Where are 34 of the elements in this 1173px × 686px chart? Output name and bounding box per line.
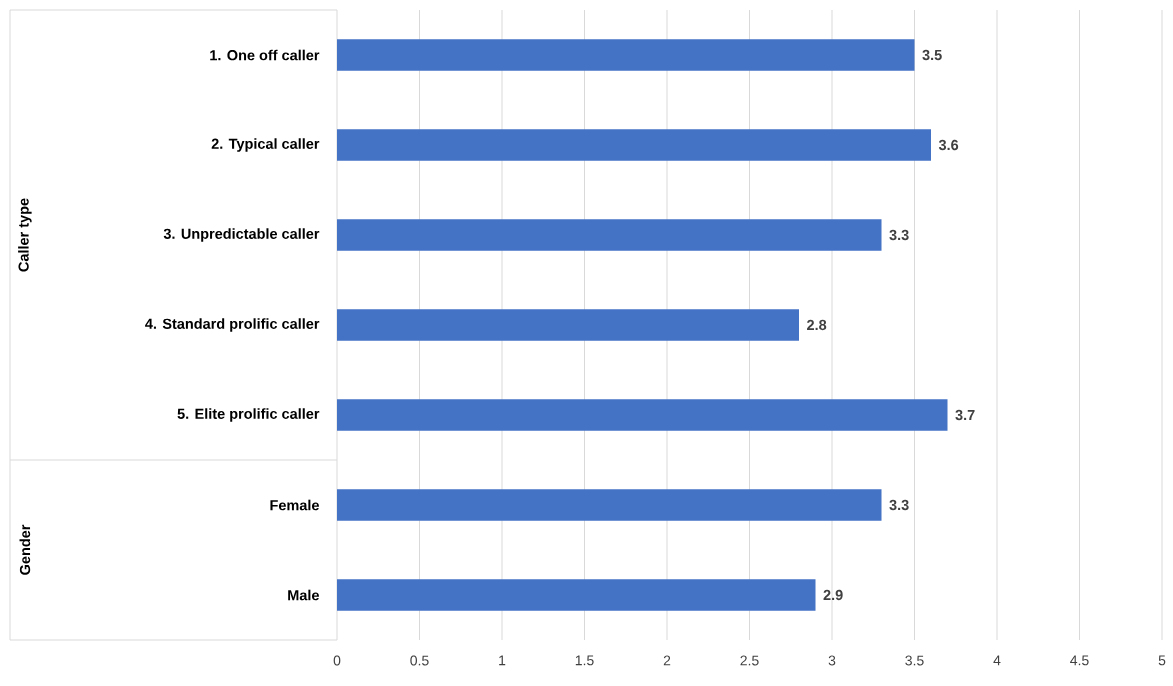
y-tick-label: 5. Elite prolific caller (177, 408, 320, 422)
data-label: 3.3 (889, 499, 909, 511)
bar (337, 399, 948, 431)
y-tick-label: 2. Typical caller (211, 138, 320, 152)
bar (337, 489, 882, 521)
x-tick-label: 1 (499, 655, 506, 666)
y-tick-label: 4. Standard prolific caller (145, 318, 320, 332)
x-tick-label: 5 (1158, 655, 1166, 666)
x-tick-label: 2 (663, 655, 671, 666)
text: Gender (19, 524, 31, 575)
x-tick-label: 2.5 (740, 655, 759, 666)
x-tick-label: 3.5 (905, 655, 924, 666)
text: Caller type (18, 198, 32, 272)
y-tick-label: 1. One off caller (210, 49, 320, 61)
y-tick-label: 3. Unpredictable caller (163, 228, 320, 242)
x-tick-label: 0.5 (410, 655, 429, 666)
x-tick-label: 4 (993, 655, 1001, 666)
y-tick-label: Female (270, 499, 319, 511)
data-label: 3.5 (922, 49, 942, 61)
bar (337, 219, 882, 251)
data-label: 3.3 (889, 229, 909, 241)
data-label: 3.7 (955, 409, 975, 421)
bar (337, 39, 915, 71)
x-tick-label: 0 (333, 655, 341, 666)
bar (337, 309, 799, 341)
data-label: 2.8 (807, 319, 827, 331)
y-tick-label: Male (288, 589, 319, 601)
x-tick-label: 3 (828, 655, 836, 666)
data-label: 2.9 (823, 589, 843, 601)
x-tick-label: 1.5 (575, 655, 594, 666)
bar (337, 579, 816, 611)
data-label: 3.6 (938, 139, 959, 151)
x-tick-label: 4.5 (1070, 655, 1089, 666)
bar (337, 129, 931, 161)
